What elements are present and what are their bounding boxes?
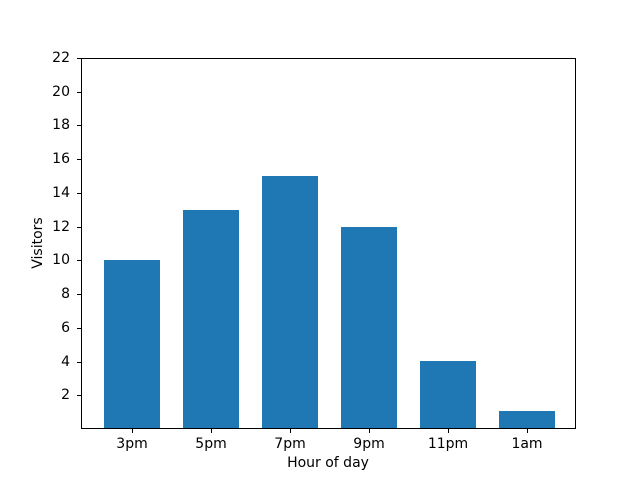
x-axis-title: Hour of day bbox=[287, 455, 369, 471]
x-tick-mark bbox=[369, 429, 370, 433]
bar-9pm bbox=[341, 226, 397, 428]
x-tick-mark bbox=[211, 429, 212, 433]
y-tick-label: 22 bbox=[52, 50, 70, 66]
x-tick-label: 3pm bbox=[116, 436, 148, 452]
x-tick-label: 5pm bbox=[195, 436, 227, 452]
x-tick-label: 1am bbox=[511, 436, 543, 452]
y-tick-mark bbox=[77, 328, 81, 329]
y-tick-label: 8 bbox=[61, 286, 70, 302]
bar-3pm bbox=[104, 260, 160, 428]
y-tick-label: 20 bbox=[52, 84, 70, 100]
y-tick-mark bbox=[77, 159, 81, 160]
bar-7pm bbox=[262, 176, 318, 428]
y-tick-label: 10 bbox=[52, 252, 70, 268]
y-tick-mark bbox=[77, 125, 81, 126]
y-tick-label: 14 bbox=[52, 185, 70, 201]
y-tick-mark bbox=[77, 294, 81, 295]
y-tick-mark bbox=[77, 362, 81, 363]
y-tick-mark bbox=[77, 227, 81, 228]
y-tick-mark bbox=[77, 395, 81, 396]
x-tick-label: 7pm bbox=[274, 436, 306, 452]
y-tick-label: 4 bbox=[61, 354, 70, 370]
x-tick-mark bbox=[290, 429, 291, 433]
y-tick-mark bbox=[77, 58, 81, 59]
y-tick-mark bbox=[77, 193, 81, 194]
x-tick-mark bbox=[132, 429, 133, 433]
y-tick-label: 2 bbox=[61, 387, 70, 403]
x-tick-mark bbox=[448, 429, 449, 433]
x-tick-mark bbox=[527, 429, 528, 433]
bar-11pm bbox=[420, 360, 476, 428]
y-tick-label: 16 bbox=[52, 151, 70, 167]
x-tick-label: 9pm bbox=[353, 436, 385, 452]
y-tick-mark bbox=[77, 92, 81, 93]
bar-5pm bbox=[183, 209, 239, 428]
y-tick-label: 18 bbox=[52, 117, 70, 133]
bar-1am bbox=[499, 411, 555, 428]
plot-area bbox=[81, 58, 576, 429]
x-tick-label: 11pm bbox=[427, 436, 469, 452]
y-tick-mark bbox=[77, 260, 81, 261]
y-tick-label: 6 bbox=[61, 320, 70, 336]
y-tick-label: 12 bbox=[52, 219, 70, 235]
